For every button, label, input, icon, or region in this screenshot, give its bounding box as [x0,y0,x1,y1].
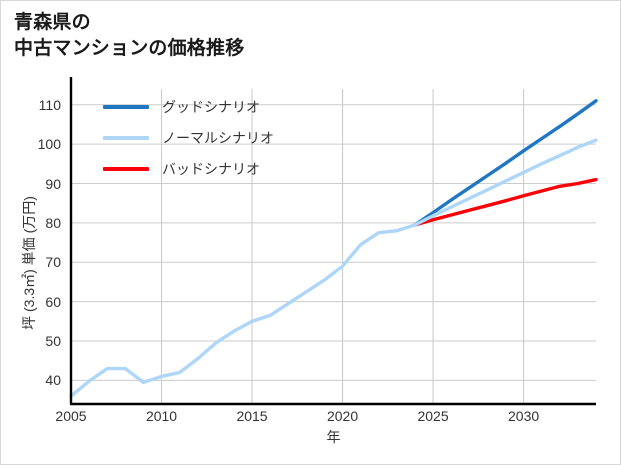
x-tick-label: 2015 [236,408,268,424]
x-tick-label: 2010 [145,408,178,424]
y-tick-label: 90 [45,175,61,192]
y-tick-label: 70 [45,254,61,271]
y-tick-label: 60 [45,293,61,310]
y-tick-label: 50 [45,333,61,349]
y-tick-label: 110 [38,96,61,113]
x-tick-label: 2005 [55,408,87,424]
x-tick-label: 2030 [508,408,540,424]
x-axis-label: 年 [326,429,341,445]
legend-item[interactable]: ノーマルシナリオ [103,130,274,146]
legend-label: バッドシナリオ [162,161,260,177]
legend-label: ノーマルシナリオ [162,130,274,146]
y-tick-label: 80 [45,214,61,231]
x-tick-label: 2025 [417,408,449,424]
y-axis-label: 坪 (3.3㎡) 単価 (万円) [21,196,37,330]
legend-label: グッドシナリオ [162,99,260,115]
legend-swatch-bad [103,167,149,171]
legend-item[interactable]: グッドシナリオ [103,99,260,115]
y-tick-label: 40 [45,372,61,389]
y-tick-label: 100 [37,136,61,153]
chart-title: 青森県の 中古マンションの価格推移 [14,12,245,59]
x-tick-label: 2020 [326,408,359,424]
legend-swatch-good [103,105,149,109]
legend-swatch-normal [103,136,149,140]
legend-item[interactable]: バッドシナリオ [103,161,260,177]
